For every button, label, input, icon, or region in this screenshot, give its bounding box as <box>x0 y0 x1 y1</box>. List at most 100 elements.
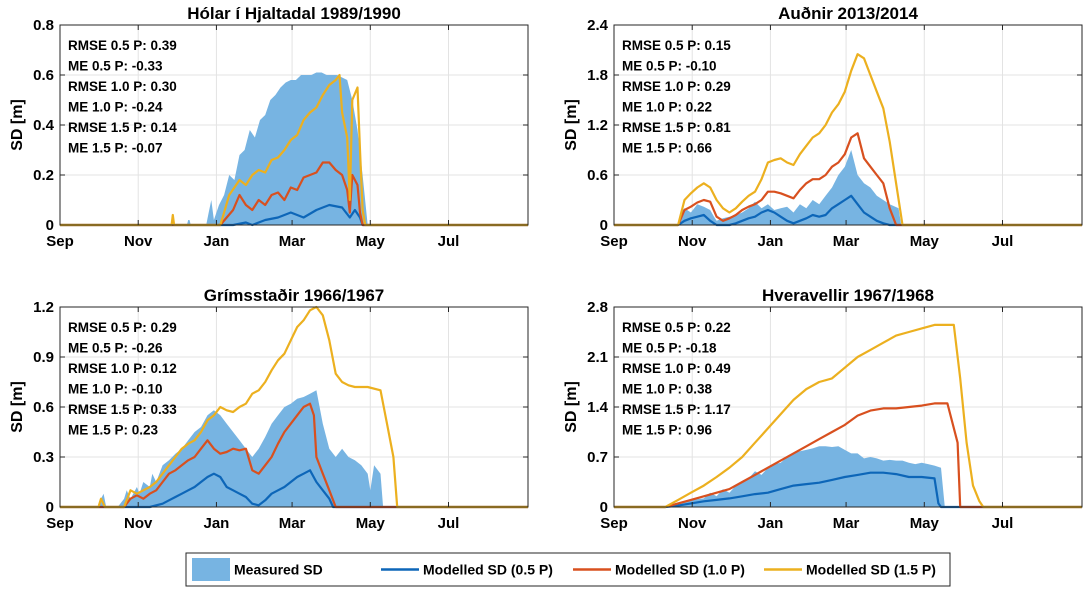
chart-panel-2: 0 0.6 1.2 1.8 2.4 Sep Nov Jan Mar May Jul Auðnir 20… <box>563 4 1083 250</box>
x-tick-label: Mar <box>833 233 860 250</box>
series-modelled-15-line <box>614 323 1082 509</box>
y-axis-label: SD [m] <box>9 99 26 151</box>
y-tick-label: 0 <box>600 217 608 234</box>
chart-title: Hólar í Hjaltadal 1989/1990 <box>187 4 401 23</box>
x-tick-label: Jul <box>438 233 460 250</box>
series-modelled-15-line <box>60 73 528 227</box>
stat-annotation: ME 1.0 P: -0.24 <box>68 100 163 115</box>
chart-panel-4: 0 0.7 1.4 2.1 2.8 Sep Nov Jan Mar May Jul Hveravell… <box>563 286 1083 532</box>
stat-annotation: ME 1.0 P: 0.38 <box>622 382 713 397</box>
y-tick-label: 1.8 <box>587 67 608 84</box>
stat-annotation: RMSE 1.5 P: 0.33 <box>68 402 177 417</box>
stat-annotation: ME 1.0 P: -0.10 <box>68 382 163 397</box>
y-tick-label: 0.4 <box>33 117 55 134</box>
y-tick-label: 0.6 <box>587 167 608 184</box>
legend-label: Modelled SD (1.0 P) <box>615 562 745 578</box>
chart-title: Auðnir 2013/2014 <box>778 4 918 23</box>
x-tick-label: Jan <box>203 515 229 532</box>
x-tick-label: Jul <box>992 515 1014 532</box>
x-tick-label: Mar <box>279 515 306 532</box>
chart-title: Grímsstaðir 1966/1967 <box>204 286 385 305</box>
legend-label: Measured SD <box>234 562 323 578</box>
stat-annotation: ME 0.5 P: -0.33 <box>68 59 163 74</box>
x-tick-label: May <box>910 515 940 532</box>
x-tick-label: Nov <box>678 515 707 532</box>
y-axis-label: SD [m] <box>563 99 580 151</box>
series-measured-area <box>60 72 528 225</box>
series-modelled-05-line <box>614 194 1082 227</box>
series-modelled-15-line <box>614 53 1082 227</box>
x-tick-label: May <box>356 515 386 532</box>
x-tick-label: Mar <box>279 233 306 250</box>
legend-label: Modelled SD (0.5 P) <box>423 562 553 578</box>
y-tick-label: 0.8 <box>33 17 54 34</box>
stat-annotation: RMSE 1.5 P: 0.81 <box>622 120 731 135</box>
chart-panel-1: 0 0.2 0.4 0.6 0.8 Sep Nov Jan Mar May Jul Hólar í H… <box>9 4 529 250</box>
x-tick-label: Mar <box>833 515 860 532</box>
y-tick-label: 0.2 <box>33 167 54 184</box>
chart-title: Hveravellir 1967/1968 <box>762 286 934 305</box>
x-tick-label: Nov <box>124 233 153 250</box>
series-modelled-05-line <box>614 471 1082 509</box>
stat-annotation: RMSE 0.5 P: 0.29 <box>68 320 177 335</box>
y-tick-label: 1.4 <box>587 399 609 416</box>
x-tick-label: Sep <box>600 515 628 532</box>
x-tick-label: Sep <box>46 515 74 532</box>
x-tick-label: May <box>910 233 940 250</box>
x-tick-label: Jul <box>438 515 460 532</box>
x-tick-label: Nov <box>124 515 153 532</box>
stat-annotation: RMSE 0.5 P: 0.15 <box>622 38 731 53</box>
y-tick-label: 0.7 <box>587 449 608 466</box>
y-tick-label: 0.6 <box>33 399 54 416</box>
y-axis-label: SD [m] <box>563 381 580 433</box>
stat-annotation: ME 0.5 P: -0.26 <box>68 341 163 356</box>
x-tick-label: Jan <box>757 233 783 250</box>
y-tick-label: 1.2 <box>33 299 54 316</box>
y-tick-label: 0.6 <box>33 67 54 84</box>
stat-annotation: RMSE 1.5 P: 1.17 <box>622 402 731 417</box>
series-modelled-05-line <box>60 203 528 227</box>
x-tick-label: Sep <box>46 233 74 250</box>
legend-box <box>185 552 951 587</box>
stat-annotation: ME 1.0 P: 0.22 <box>622 100 712 115</box>
stat-annotation: RMSE 1.0 P: 0.29 <box>622 79 731 94</box>
stat-annotation: ME 1.5 P: 0.23 <box>68 423 159 438</box>
stat-annotation: RMSE 1.0 P: 0.49 <box>622 361 731 376</box>
series-modelled-10-line <box>60 402 528 509</box>
stat-annotation: RMSE 1.0 P: 0.30 <box>68 79 177 94</box>
stat-annotation: ME 0.5 P: -0.18 <box>622 341 717 356</box>
x-tick-label: May <box>356 233 386 250</box>
y-tick-label: 0.9 <box>33 349 54 366</box>
stat-annotation: ME 1.5 P: -0.07 <box>68 141 163 156</box>
stat-annotation: RMSE 1.5 P: 0.14 <box>68 120 177 135</box>
stat-annotation: ME 1.5 P: 0.96 <box>622 423 713 438</box>
series-modelled-10-line <box>614 132 1082 227</box>
series-modelled-05-line <box>60 469 528 509</box>
y-tick-label: 1.2 <box>587 117 608 134</box>
x-tick-label: Jan <box>203 233 229 250</box>
y-tick-label: 2.1 <box>587 349 608 366</box>
legend-swatch-measured <box>192 558 230 581</box>
y-tick-label: 0 <box>46 499 54 516</box>
y-tick-label: 2.4 <box>587 17 609 34</box>
y-tick-label: 0 <box>46 217 54 234</box>
stat-annotation: RMSE 0.5 P: 0.22 <box>622 320 731 335</box>
series-measured-area <box>60 390 528 507</box>
chart-panel-3: 0 0.3 0.6 0.9 1.2 Sep Nov Jan Mar May Jul Grímsstað… <box>9 286 529 532</box>
x-tick-label: Jul <box>992 233 1014 250</box>
x-tick-label: Sep <box>600 233 628 250</box>
series-modelled-15-line <box>60 305 528 509</box>
stat-annotation: ME 1.5 P: 0.66 <box>622 141 713 156</box>
y-axis-label: SD [m] <box>9 381 26 433</box>
series-modelled-10-line <box>614 402 1082 509</box>
stat-annotation: RMSE 0.5 P: 0.39 <box>68 38 177 53</box>
series-measured-area <box>614 150 1082 225</box>
x-tick-label: Nov <box>678 233 707 250</box>
legend-label: Modelled SD (1.5 P) <box>806 562 936 578</box>
y-tick-label: 0.3 <box>33 449 54 466</box>
x-tick-label: Jan <box>757 515 783 532</box>
y-tick-label: 0 <box>600 499 608 516</box>
y-tick-label: 2.8 <box>587 299 608 316</box>
stat-annotation: RMSE 1.0 P: 0.12 <box>68 361 177 376</box>
